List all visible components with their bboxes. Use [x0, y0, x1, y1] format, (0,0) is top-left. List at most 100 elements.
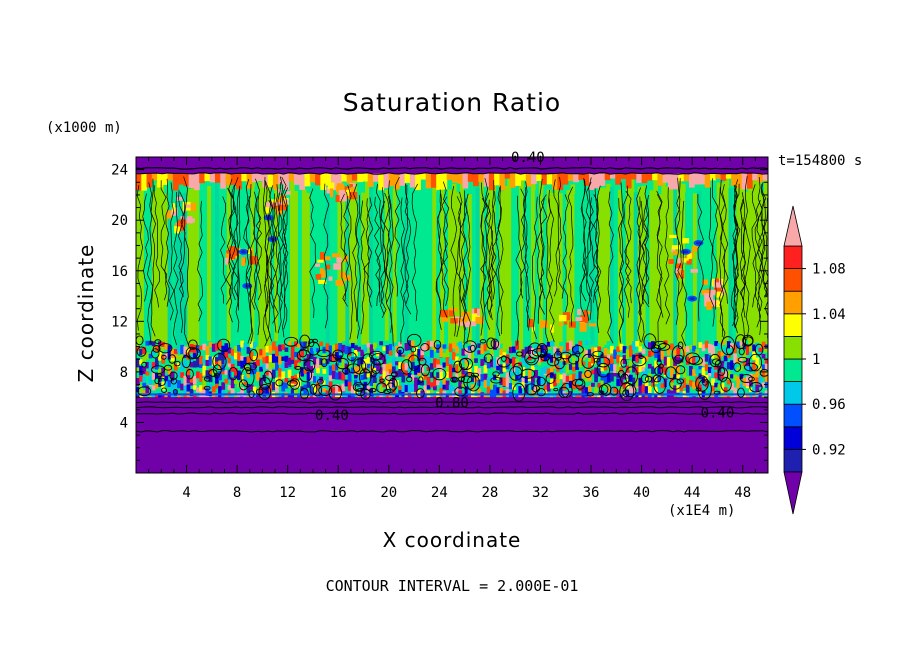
contour-line [240, 367, 255, 388]
field-cell [167, 379, 172, 388]
field-patch [710, 299, 719, 307]
field-cell [714, 341, 719, 347]
field-patch [716, 300, 721, 308]
field-cell [299, 173, 306, 190]
contour-line [400, 197, 405, 345]
field-cell [489, 359, 494, 368]
field-cell [388, 173, 395, 187]
field-cell [336, 173, 342, 190]
field-cell [556, 378, 561, 384]
field-cell [330, 173, 337, 191]
field-cell [218, 340, 222, 349]
field-cell [464, 392, 469, 402]
contour-line [459, 198, 466, 344]
contour-line [275, 379, 284, 387]
contour-line [217, 338, 231, 352]
colorbar-label: 1.04 [812, 307, 846, 323]
field-cell [641, 348, 646, 354]
field-cell [610, 384, 614, 395]
field-cell [599, 173, 606, 186]
contour-line [586, 392, 595, 397]
field-cell [259, 349, 263, 356]
field-cell [404, 384, 409, 393]
field-patch [450, 318, 458, 324]
field-cell [404, 370, 409, 377]
field-cell [572, 346, 576, 356]
field-cell [306, 371, 311, 381]
field-cell [726, 341, 731, 349]
field-cell [366, 373, 371, 378]
contour-line [370, 353, 386, 366]
contour-line [385, 195, 393, 333]
field-cell [685, 356, 690, 365]
field-cell [537, 390, 542, 396]
field-cell [439, 382, 444, 388]
field-patch [687, 253, 692, 259]
field-cell [204, 173, 211, 182]
field-patch [166, 210, 173, 219]
field-cell [164, 378, 169, 387]
field-cell [531, 376, 535, 383]
field-cell [635, 392, 640, 402]
field-patch [249, 255, 258, 265]
field-cell [395, 351, 399, 357]
field-cell [300, 341, 305, 351]
field-cell [641, 364, 646, 372]
field-cell [651, 380, 655, 387]
contour-line [548, 198, 555, 342]
field-cell [139, 176, 145, 341]
field-cell [692, 356, 696, 364]
field-cell [151, 385, 156, 391]
field-cell [379, 353, 384, 361]
field-cell [461, 356, 466, 363]
contour-line [579, 179, 586, 317]
field-cell [445, 371, 450, 378]
field-cell [689, 365, 693, 376]
field-cell [452, 367, 456, 373]
field-patch [668, 259, 674, 264]
field-cell [312, 347, 317, 352]
contour-line [460, 375, 473, 384]
field-cell [588, 173, 595, 190]
field-patch [704, 297, 708, 307]
field-cell [474, 365, 478, 375]
field-cell [540, 355, 545, 363]
field-cell [445, 356, 450, 366]
field-cell [578, 386, 583, 392]
field-cell [698, 390, 703, 401]
field-cell [316, 390, 320, 395]
contour-line [483, 353, 493, 364]
field-cell [442, 378, 447, 385]
field-cell [553, 346, 557, 354]
contour-line [739, 199, 746, 300]
contour-line [708, 187, 715, 327]
contour-line [289, 378, 300, 390]
field-cell [410, 340, 415, 349]
field-cell [470, 360, 475, 365]
contour-line [560, 383, 573, 398]
field-cell [369, 388, 374, 397]
contour-line [142, 193, 149, 302]
field-cell [610, 186, 615, 342]
field-cell [578, 178, 583, 347]
field-cell [294, 388, 298, 398]
field-cell [610, 355, 614, 364]
contour-line [739, 192, 746, 318]
field-cell [565, 378, 570, 387]
contour-line [653, 340, 667, 350]
field-cell [430, 173, 437, 188]
field-cell [164, 352, 169, 359]
field-patch [315, 263, 321, 267]
contour-line [416, 388, 425, 399]
contour-line [624, 366, 638, 385]
field-cell [180, 383, 184, 391]
field-cell [590, 181, 595, 345]
field-cell [265, 386, 270, 396]
field-cell [157, 173, 163, 188]
field-cell [287, 357, 292, 365]
field-cell [215, 173, 221, 183]
contour-line [380, 187, 386, 315]
field-cell [423, 373, 428, 380]
field-patch [275, 202, 284, 206]
field-cell [275, 389, 279, 397]
